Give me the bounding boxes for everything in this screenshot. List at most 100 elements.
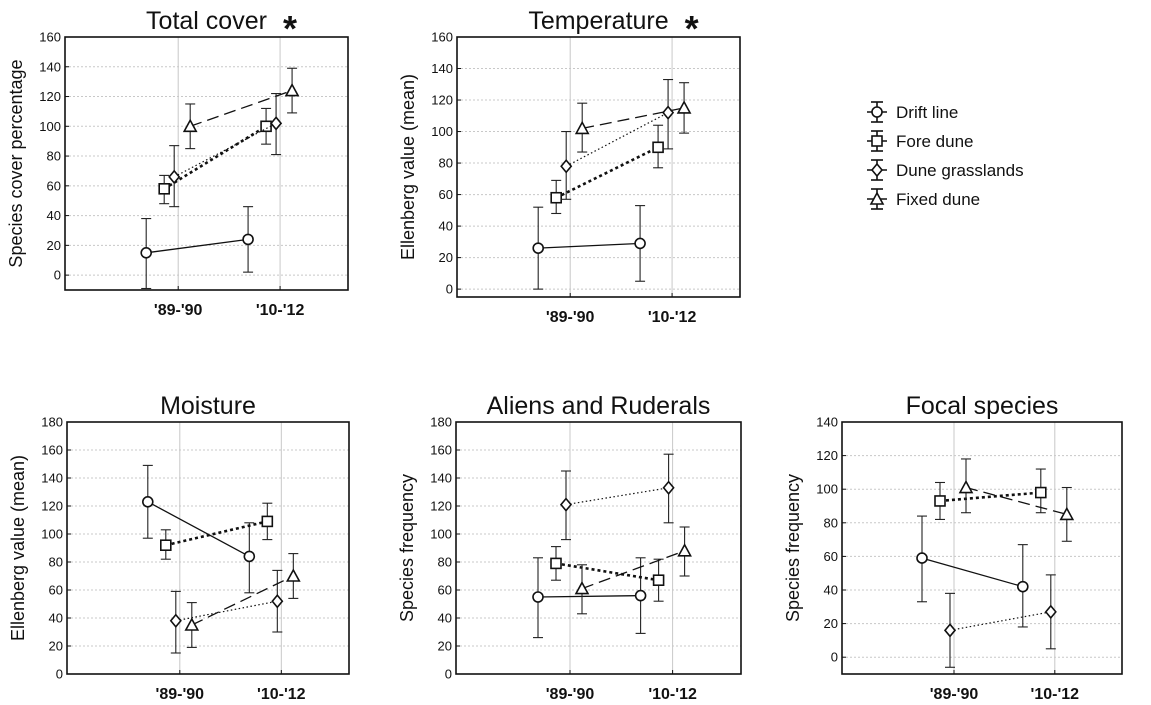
series-square <box>158 107 272 205</box>
series-line <box>538 242 641 249</box>
series-circle <box>532 557 647 639</box>
series-line <box>921 557 1023 588</box>
y-tick-label: 0 <box>56 667 63 682</box>
series-line <box>555 146 659 199</box>
y-axis-label: Ellenberg value (mean) <box>398 74 418 260</box>
series-line <box>949 611 1051 631</box>
series-line <box>165 520 268 547</box>
legend-item: Dune grasslands <box>867 159 1024 181</box>
x-tick-label: '89-'90 <box>546 686 595 703</box>
data-point <box>270 116 283 131</box>
series-circle <box>532 205 646 290</box>
y-tick-label: 40 <box>824 583 838 598</box>
x-tick-label: '89-'90 <box>546 309 595 326</box>
y-tick-label: 160 <box>430 443 452 458</box>
y-tick-label: 0 <box>445 667 452 682</box>
series-line <box>555 562 659 582</box>
y-tick-label: 120 <box>41 499 63 514</box>
y-tick-label: 120 <box>816 448 838 463</box>
legend-label: Fixed dune <box>896 190 980 209</box>
data-point <box>652 141 664 154</box>
series-line <box>565 112 669 167</box>
y-tick-label: 180 <box>41 415 63 430</box>
y-axis-label: Species frequency <box>397 474 417 622</box>
y-tick-label: 100 <box>431 124 453 139</box>
chart-title: Moisture <box>160 392 256 420</box>
y-tick-label: 60 <box>824 549 838 564</box>
y-tick-label: 60 <box>439 187 453 202</box>
plot-frame <box>456 36 741 298</box>
y-tick-label: 140 <box>431 61 453 76</box>
y-tick-label: 20 <box>47 238 61 253</box>
chart-panel: 0 20 40 60 80 100 120 140 '89-'90 '10-'12 Focal sp… <box>783 392 1123 703</box>
series-triangle <box>958 458 1075 542</box>
series-triangle <box>574 526 692 615</box>
data-point <box>916 552 928 564</box>
y-tick-label: 100 <box>816 482 838 497</box>
y-tick-label: 180 <box>430 415 452 430</box>
x-tick-label: '89-'90 <box>154 302 203 319</box>
data-point <box>958 479 974 494</box>
data-point <box>271 593 284 609</box>
chart-title: Temperature <box>528 7 668 35</box>
data-point <box>676 100 692 114</box>
x-tick-label: '10-'12 <box>257 686 306 703</box>
data-point <box>532 242 545 254</box>
data-point <box>243 550 256 563</box>
series-line <box>565 487 669 506</box>
y-tick-label: 80 <box>439 156 453 171</box>
data-point <box>184 617 200 631</box>
chart-panel: 0 20 40 60 80 100 120 140 160 '89-'90 '10-'12 Total… <box>6 7 349 319</box>
data-point <box>634 237 646 250</box>
y-tick-label: 40 <box>47 208 61 223</box>
chart-panel: 0 20 40 60 80 100 120 140 160 '89-'90 '10-'12 Tempe… <box>398 7 741 326</box>
y-tick-label: 60 <box>438 583 452 598</box>
series-diamond <box>560 78 675 200</box>
series-diamond <box>559 453 675 541</box>
y-tick-label: 20 <box>49 639 63 654</box>
y-axis-label: Ellenberg value (mean) <box>8 455 28 641</box>
data-point <box>574 580 590 595</box>
x-tick-label: '10-'12 <box>648 309 697 326</box>
chart-title: Focal species <box>906 392 1059 420</box>
data-point <box>532 591 544 603</box>
y-tick-label: 60 <box>49 583 63 598</box>
legend-marker-square <box>871 135 883 147</box>
y-axis-label: Species cover percentage <box>6 59 26 267</box>
data-point <box>261 515 274 528</box>
y-tick-label: 140 <box>39 59 61 74</box>
series-triangle <box>184 553 301 648</box>
series-triangle <box>574 82 692 153</box>
x-tick-label: '89-'90 <box>156 686 205 703</box>
data-point <box>1059 506 1075 521</box>
data-point <box>652 574 665 587</box>
y-tick-label: 20 <box>824 616 838 631</box>
legend-marker-triangle <box>869 191 885 205</box>
series-diamond <box>169 569 284 654</box>
data-point <box>943 623 957 638</box>
y-tick-label: 60 <box>47 178 61 193</box>
legend-label: Dune grasslands <box>896 161 1024 180</box>
legend-marker-diamond <box>870 162 884 178</box>
chart-panel: 0 20 40 60 80 100 120 140 160 180 '89-'90 '10-'12 Mo… <box>8 392 350 703</box>
data-point <box>550 191 563 204</box>
y-tick-label: 40 <box>49 611 63 626</box>
y-tick-label: 20 <box>438 639 452 654</box>
plot-frame <box>841 421 1123 675</box>
series-circle <box>140 206 254 290</box>
legend-item: Drift line <box>867 101 958 123</box>
y-tick-label: 80 <box>47 149 61 164</box>
y-tick-label: 160 <box>431 30 453 45</box>
legend-label: Drift line <box>896 103 958 122</box>
series-diamond <box>168 93 283 208</box>
plot-frame <box>455 421 742 675</box>
legend-marker-circle <box>871 106 883 118</box>
series-line <box>191 575 294 626</box>
y-axis-label: Species frequency <box>783 474 803 622</box>
series-line <box>537 594 641 598</box>
plot-frame <box>66 421 350 675</box>
data-point <box>634 589 647 602</box>
data-point <box>160 539 172 552</box>
y-tick-label: 0 <box>54 268 61 283</box>
series-line <box>146 238 249 254</box>
